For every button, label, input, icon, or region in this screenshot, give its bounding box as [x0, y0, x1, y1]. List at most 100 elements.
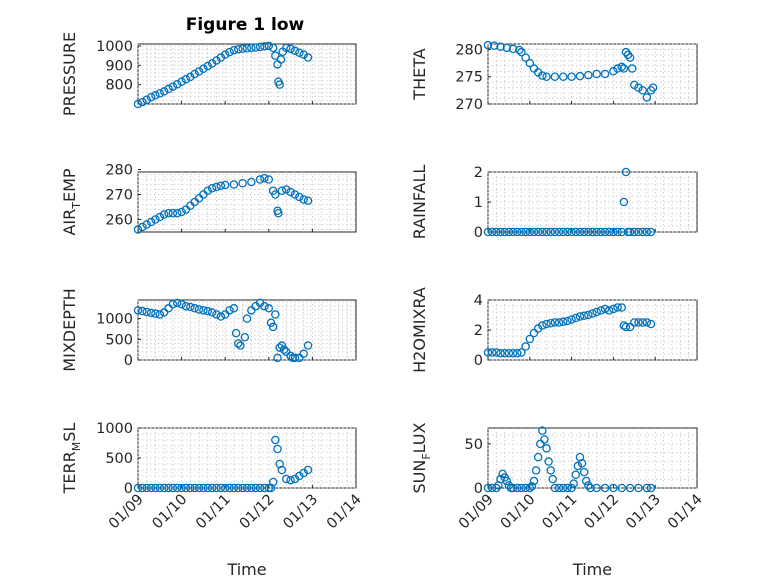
data-point: [483, 227, 493, 237]
data-point: [271, 190, 280, 199]
data-point: [142, 95, 151, 104]
y-tick-label: 280: [455, 42, 483, 58]
data-point: [168, 208, 178, 218]
data-point: [268, 43, 278, 53]
data-point: [621, 322, 631, 332]
data-point: [600, 304, 610, 314]
data-point: [625, 483, 635, 493]
data-point: [238, 483, 247, 493]
data-point: [613, 227, 622, 237]
data-point: [627, 64, 637, 73]
data-point: [203, 61, 213, 71]
data-point: [584, 481, 593, 490]
data-point: [630, 227, 639, 237]
data-point: [142, 483, 151, 493]
axes-frame: [487, 427, 698, 489]
data-point: [563, 227, 572, 237]
x-tick-label: 01/10: [498, 492, 539, 533]
data-point: [508, 227, 518, 237]
data-point: [529, 227, 539, 237]
data-point: [513, 483, 522, 493]
data-point: [536, 439, 545, 449]
data-point: [525, 334, 535, 344]
y-tick-label: 0: [124, 481, 133, 497]
data-point: [527, 481, 537, 491]
data-point: [517, 483, 526, 493]
data-point: [159, 483, 169, 493]
y-axis-label-7: SUNFLUX: [410, 422, 433, 493]
data-point: [207, 183, 217, 193]
data-point: [517, 227, 526, 237]
data-point: [181, 301, 191, 311]
data-point: [212, 310, 221, 319]
data-point: [164, 483, 173, 493]
data-point: [146, 92, 156, 102]
data-point: [151, 91, 160, 100]
data-point: [251, 43, 260, 52]
data-point: [600, 227, 610, 237]
data-point: [483, 348, 493, 357]
data-point: [264, 175, 274, 184]
data-point: [177, 207, 186, 217]
data-point: [586, 483, 595, 493]
data-point: [260, 301, 269, 311]
data-point: [571, 470, 581, 480]
data-point: [592, 483, 601, 493]
data-point: [613, 303, 622, 312]
data-point: [216, 181, 226, 190]
data-point: [203, 483, 213, 493]
data-point: [617, 303, 627, 312]
y-axis-label-0: PRESSURE: [60, 32, 79, 116]
data-point: [558, 72, 568, 81]
data-point: [550, 72, 560, 81]
data-point: [648, 83, 658, 92]
data-point: [303, 53, 313, 62]
data-point: [492, 483, 501, 493]
data-point: [579, 467, 589, 477]
data-point: [517, 348, 526, 357]
data-point: [203, 186, 213, 195]
data-point: [231, 328, 241, 338]
data-point: [159, 210, 169, 219]
data-point: [584, 227, 593, 237]
y-tick-label: 1: [474, 195, 483, 211]
data-point: [517, 47, 526, 57]
data-point: [563, 483, 572, 493]
data-point: [260, 483, 269, 493]
data-point: [558, 483, 568, 493]
data-point: [584, 70, 593, 80]
data-point: [617, 62, 627, 72]
data-point: [642, 483, 652, 493]
data-point: [138, 483, 147, 493]
y-tick-label: 1000: [96, 39, 133, 55]
data-point: [155, 310, 165, 319]
data-point: [271, 310, 280, 319]
data-point: [483, 40, 493, 50]
data-point: [194, 483, 204, 493]
x-tick-label: 01/10: [150, 492, 191, 533]
data-point: [255, 175, 265, 184]
data-point: [273, 353, 282, 363]
data-point: [172, 298, 182, 308]
y-tick-label: 275: [455, 70, 483, 86]
data-point: [151, 215, 160, 224]
data-point: [567, 72, 576, 81]
data-point: [255, 483, 265, 493]
data-point: [177, 483, 186, 493]
data-point: [190, 483, 199, 493]
data-point: [220, 50, 230, 59]
data-point: [588, 227, 597, 237]
data-point: [634, 318, 643, 327]
data-point: [299, 349, 308, 359]
data-point: [146, 483, 156, 493]
data-point: [172, 483, 182, 493]
data-point: [277, 186, 287, 195]
data-point: [266, 318, 276, 328]
data-point: [295, 192, 304, 202]
subplot-pressure: 800 900 1000 PRESSURE: [60, 32, 357, 116]
data-point: [588, 309, 597, 318]
data-point: [168, 483, 178, 493]
data-point: [487, 348, 497, 357]
data-point: [172, 80, 182, 89]
